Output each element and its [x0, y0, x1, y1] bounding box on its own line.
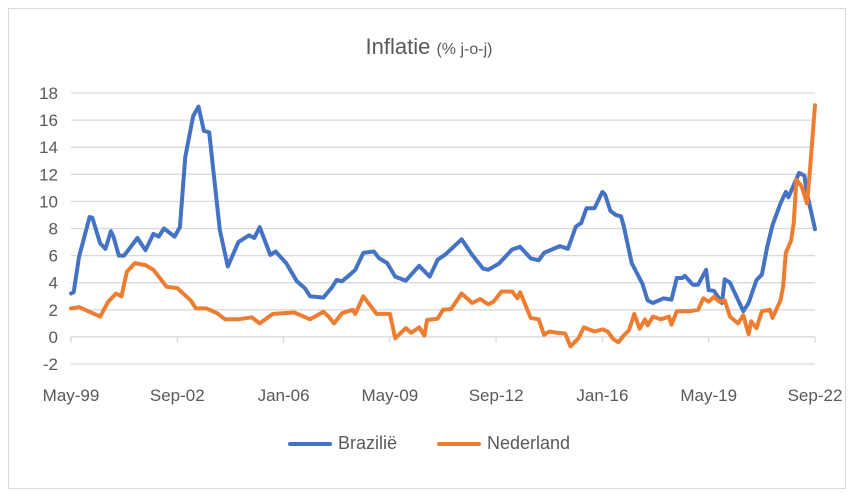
- legend-label-netherlands: Nederland: [486, 433, 571, 453]
- chart-title: Inflatie (% j-o-j): [0, 34, 858, 60]
- x-tick-label: Sep-12: [469, 386, 524, 405]
- x-tick-label: Jan-16: [576, 386, 628, 405]
- legend: Brazilië Nederland: [0, 433, 858, 454]
- y-tick-label: 4: [49, 274, 58, 293]
- title-text: Inflatie: [365, 34, 431, 59]
- y-tick-label: 8: [49, 220, 58, 239]
- y-tick-label: -2: [43, 355, 58, 374]
- gridlines: [71, 92, 815, 365]
- series-line-brazil: [69, 104, 817, 314]
- x-tick-label: Sep-22: [788, 386, 843, 405]
- legend-item-brazil: Brazilië: [287, 433, 397, 454]
- y-tick-label: 14: [39, 138, 58, 157]
- y-tick-label: 12: [39, 165, 58, 184]
- x-tick-label: May-99: [43, 386, 100, 405]
- y-tick-label: 6: [49, 247, 58, 266]
- chart-frame: [8, 8, 846, 489]
- series-lines: [69, 103, 817, 349]
- x-tick-label: Jan-06: [258, 386, 310, 405]
- y-tick-label: 18: [39, 84, 58, 103]
- x-tick-label: May-09: [362, 386, 419, 405]
- y-tick-label: 16: [39, 111, 58, 130]
- y-tick-label: 0: [49, 328, 58, 347]
- title-subtitle: (% j-o-j): [436, 41, 493, 58]
- x-tick-label: May-19: [680, 386, 737, 405]
- legend-swatch-netherlands: [436, 441, 481, 446]
- x-tick-label: Sep-02: [150, 386, 205, 405]
- legend-swatch-brazil: [287, 441, 332, 446]
- series-line-netherlands: [69, 103, 817, 349]
- x-axis: May-99 Sep-02 Jan-06 May-09 Sep-12 Jan-16 May-…: [43, 336, 843, 405]
- y-axis-labels: -2 0 2 4 6 8 10 12 14 16 18: [39, 84, 58, 374]
- y-tick-label: 2: [49, 301, 58, 320]
- y-tick-label: 10: [39, 192, 58, 211]
- legend-item-netherlands: Nederland: [436, 433, 571, 454]
- legend-label-brazil: Brazilië: [337, 433, 397, 453]
